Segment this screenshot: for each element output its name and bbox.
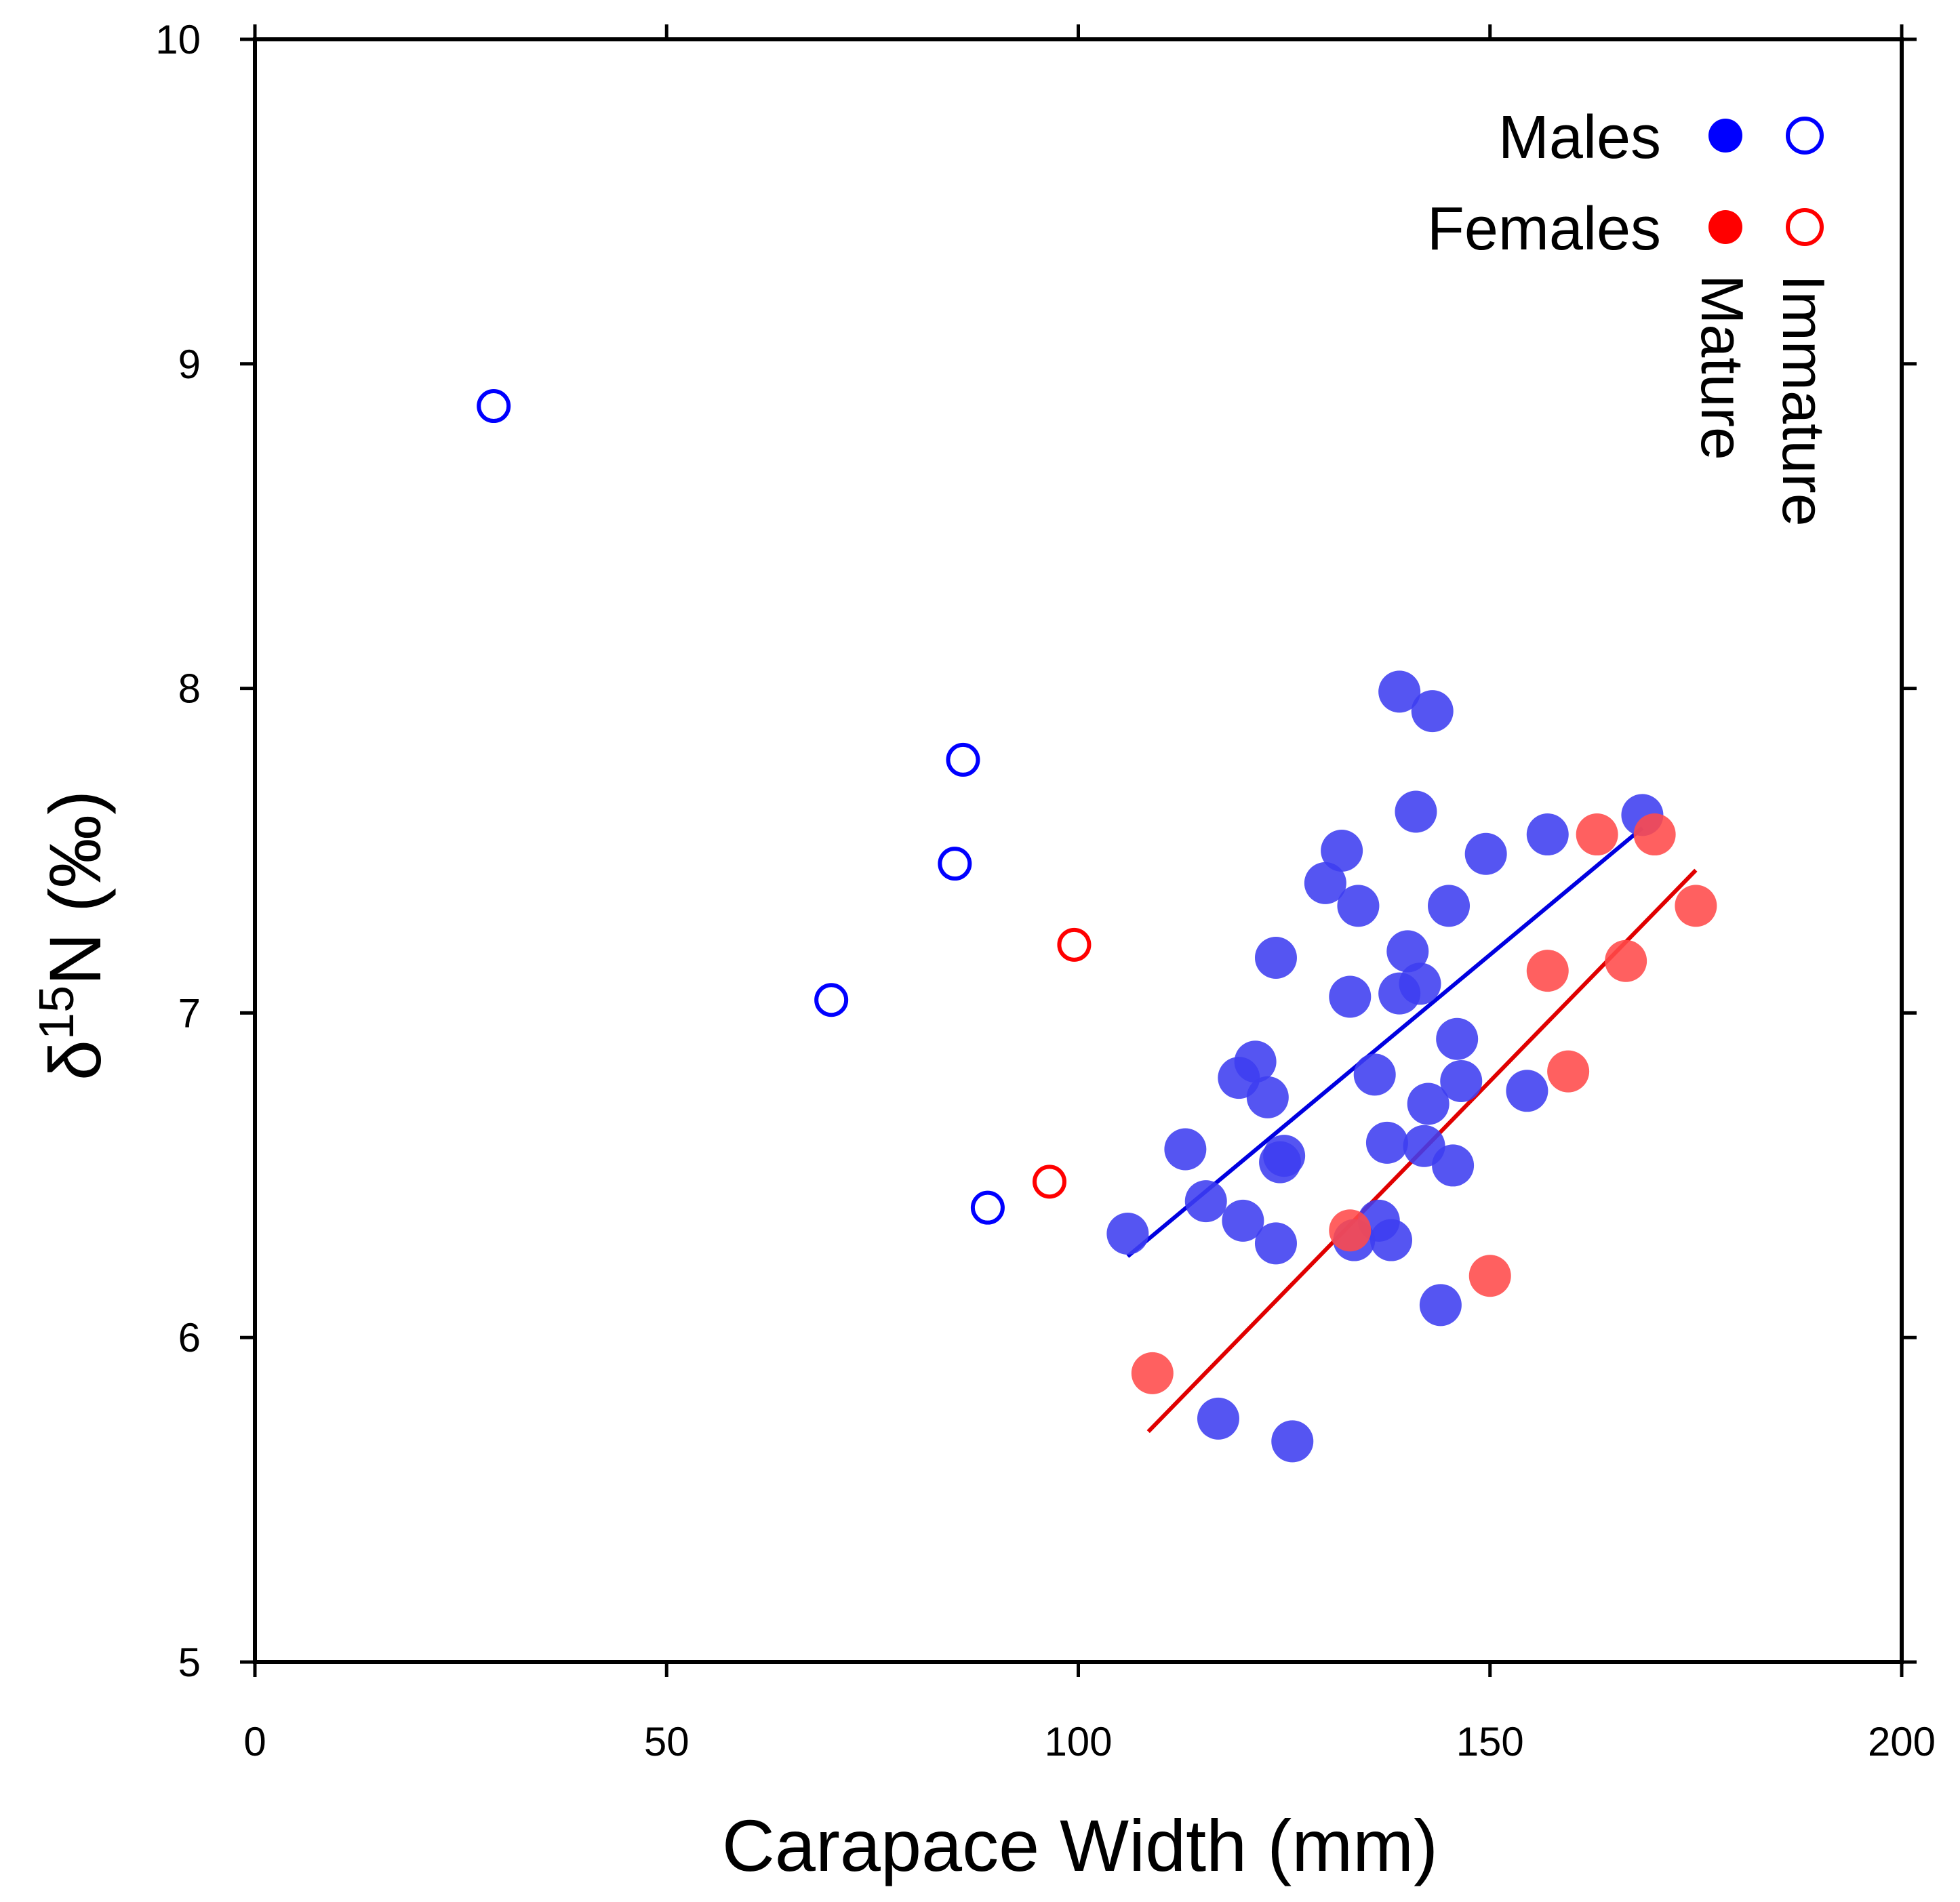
- x-axis-title: Carapace Width (mm): [722, 1804, 1438, 1886]
- females-immature-point: [1032, 1165, 1066, 1199]
- males-mature-point: [1304, 862, 1346, 904]
- females-mature-point: [1605, 939, 1647, 982]
- males-mature-point: [1526, 813, 1569, 856]
- legend-label-males: Males: [1498, 104, 1661, 171]
- males-mature-point: [1365, 1121, 1408, 1164]
- x-tick-label: 100: [1044, 1719, 1112, 1764]
- y-tick-label: 8: [178, 666, 201, 712]
- males-mature-point: [1106, 1212, 1149, 1255]
- males-mature-point: [1370, 1219, 1413, 1261]
- legend-marker-males-mature: [1708, 119, 1742, 153]
- males-mature-point: [1197, 1397, 1239, 1440]
- y-axis-title-superscript: 15: [30, 986, 84, 1040]
- males-immature-point: [970, 1190, 1005, 1225]
- males-mature-point: [1399, 963, 1441, 1005]
- males-mature-point: [1411, 690, 1454, 733]
- males-mature-point: [1254, 937, 1297, 979]
- males-mature-point: [1271, 1420, 1314, 1463]
- males-mature-point: [1395, 790, 1437, 833]
- males-mature-point: [1164, 1128, 1207, 1171]
- y-tick-label: 9: [178, 342, 201, 387]
- x-tick-label: 150: [1456, 1719, 1524, 1764]
- males-mature-point: [1378, 670, 1421, 713]
- y-tick-label: 10: [155, 17, 201, 62]
- females-mature-point: [1468, 1255, 1511, 1297]
- y-axis-title-suffix: N (‰): [34, 790, 116, 986]
- legend-label-females: Females: [1427, 195, 1661, 263]
- females-mature-point: [1329, 1209, 1372, 1252]
- legend-column-mature: Mature: [1689, 275, 1756, 460]
- x-tick-label: 200: [1868, 1719, 1936, 1764]
- x-axis-tick-labels: 0 50 100 150 200: [243, 1719, 1936, 1764]
- males-mature-point: [1321, 830, 1363, 872]
- legend-marker-females-mature: [1708, 210, 1742, 244]
- males-immature-point: [477, 389, 511, 424]
- males-mature-point: [1353, 1053, 1396, 1096]
- females-mature-point: [1633, 813, 1676, 856]
- y-axis-tick-labels: 5 6 7 8 9 10: [155, 17, 201, 1685]
- males-mature-point: [1254, 1222, 1297, 1265]
- males-mature-point: [1222, 1199, 1264, 1242]
- males-immature-point: [814, 983, 849, 1017]
- data-points-layer: [477, 389, 1717, 1463]
- females-mature-point: [1547, 1050, 1590, 1093]
- males-immature-point: [938, 847, 972, 881]
- y-axis-title-delta: δ: [34, 1040, 116, 1080]
- x-tick-label: 50: [644, 1719, 689, 1764]
- males-mature-point: [1246, 1076, 1289, 1118]
- axis-ticks: [240, 24, 1917, 1677]
- males-immature-point: [946, 742, 980, 777]
- males-mature-point: [1234, 1040, 1277, 1083]
- legend-marker-males-immature: [1786, 117, 1824, 155]
- females-mature-point: [1675, 885, 1717, 927]
- females-mature-point: [1576, 813, 1618, 856]
- legend-column-immature: Immature: [1770, 275, 1837, 527]
- y-tick-label: 7: [178, 990, 201, 1036]
- males-mature-point: [1184, 1180, 1227, 1223]
- legend-marker-females-immature: [1786, 208, 1824, 246]
- males-mature-point: [1440, 1059, 1483, 1102]
- males-mature-point: [1407, 1082, 1449, 1125]
- males-mature-point: [1436, 1017, 1479, 1060]
- legend: Males Females Mature Immature: [1427, 104, 1837, 527]
- x-tick-label: 0: [243, 1719, 266, 1764]
- females-mature-point: [1526, 950, 1569, 992]
- males-mature-point: [1464, 832, 1507, 875]
- y-axis-title: δ15N (‰): [30, 790, 116, 1080]
- males-mature-point: [1419, 1284, 1462, 1327]
- y-tick-label: 6: [178, 1315, 201, 1360]
- females-mature-point: [1131, 1352, 1174, 1394]
- females-immature-point: [1057, 927, 1092, 962]
- males-mature-point: [1386, 930, 1429, 973]
- males-mature-point: [1337, 885, 1380, 927]
- males-mature-point: [1428, 885, 1471, 927]
- males-mature-point: [1329, 975, 1372, 1018]
- males-mature-point: [1506, 1070, 1548, 1112]
- males-mature-point: [1263, 1135, 1306, 1177]
- males-mature-point: [1432, 1144, 1475, 1187]
- y-tick-label: 5: [178, 1640, 201, 1685]
